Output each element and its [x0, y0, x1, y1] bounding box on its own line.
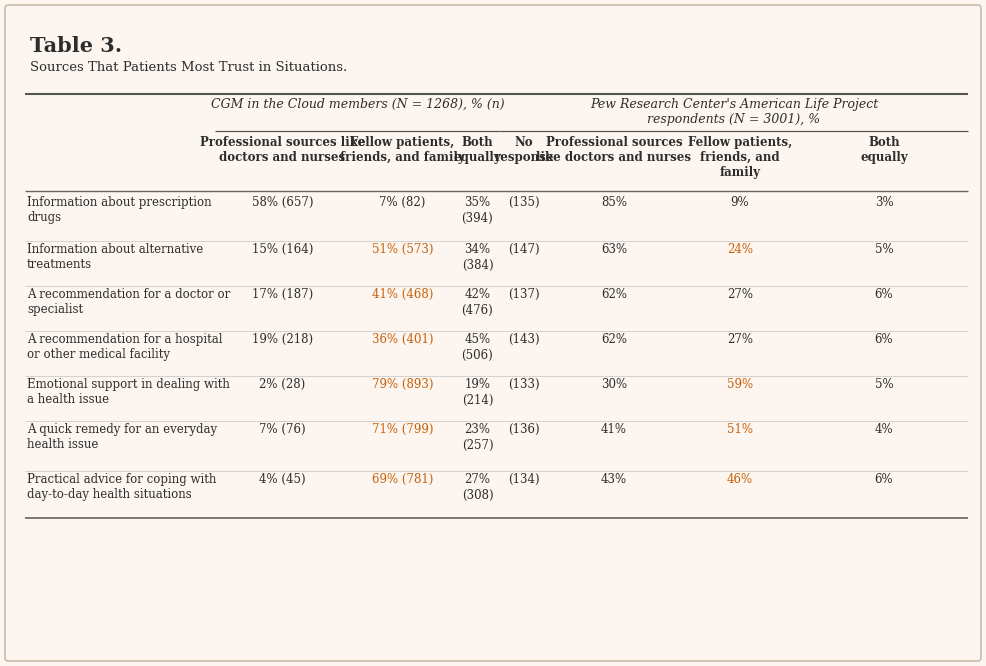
Text: (135): (135) [508, 196, 539, 209]
Text: Fellow patients,
friends, and family: Fellow patients, friends, and family [340, 136, 464, 164]
Text: 59%: 59% [727, 378, 753, 391]
Text: 4% (45): 4% (45) [259, 473, 306, 486]
Text: (143): (143) [508, 333, 539, 346]
Text: 23%: 23% [464, 423, 490, 436]
Text: 62%: 62% [601, 333, 627, 346]
Text: 79% (893): 79% (893) [372, 378, 433, 391]
Text: 41%: 41% [601, 423, 627, 436]
Text: Emotional support in dealing with
a health issue: Emotional support in dealing with a heal… [27, 378, 230, 406]
Text: 5%: 5% [875, 378, 893, 391]
Text: Both
equally: Both equally [454, 136, 501, 164]
Text: (214): (214) [461, 394, 493, 407]
Text: Sources That Patients Most Trust in Situations.: Sources That Patients Most Trust in Situ… [30, 61, 347, 74]
Text: 15% (164): 15% (164) [251, 243, 314, 256]
Text: (506): (506) [461, 349, 493, 362]
Text: (384): (384) [461, 259, 493, 272]
Text: 51% (573): 51% (573) [372, 243, 433, 256]
Text: A recommendation for a hospital
or other medical facility: A recommendation for a hospital or other… [27, 333, 223, 361]
Text: 46%: 46% [727, 473, 753, 486]
Text: No
response: No response [494, 136, 554, 164]
Text: 24%: 24% [727, 243, 753, 256]
Text: Pew Research Center's American Life Project
respondents (N = 3001), %: Pew Research Center's American Life Proj… [590, 98, 879, 126]
Text: 69% (781): 69% (781) [372, 473, 433, 486]
Text: A recommendation for a doctor or
specialist: A recommendation for a doctor or special… [27, 288, 231, 316]
Text: (476): (476) [461, 304, 493, 317]
Text: Both
equally: Both equally [860, 136, 908, 164]
Text: 27%: 27% [727, 288, 753, 301]
Text: (308): (308) [461, 489, 493, 502]
Text: 51%: 51% [727, 423, 753, 436]
Text: Information about alternative
treatments: Information about alternative treatments [27, 243, 203, 271]
Text: (147): (147) [508, 243, 539, 256]
Text: 9%: 9% [731, 196, 749, 209]
Text: 6%: 6% [875, 473, 893, 486]
Text: 4%: 4% [875, 423, 893, 436]
Text: Table 3.: Table 3. [30, 36, 122, 56]
Text: 36% (401): 36% (401) [372, 333, 433, 346]
Text: 27%: 27% [464, 473, 490, 486]
Text: 17% (187): 17% (187) [251, 288, 314, 301]
Text: Fellow patients,
friends, and
family: Fellow patients, friends, and family [688, 136, 792, 179]
Text: 58% (657): 58% (657) [251, 196, 314, 209]
Text: 30%: 30% [600, 378, 627, 391]
Text: 27%: 27% [727, 333, 753, 346]
Text: (133): (133) [508, 378, 539, 391]
Text: Practical advice for coping with
day-to-day health situations: Practical advice for coping with day-to-… [27, 473, 216, 501]
Text: 71% (799): 71% (799) [372, 423, 433, 436]
Text: 19% (218): 19% (218) [252, 333, 314, 346]
Text: (136): (136) [508, 423, 539, 436]
Text: Professional sources like
doctors and nurses: Professional sources like doctors and nu… [200, 136, 365, 164]
Text: 85%: 85% [601, 196, 627, 209]
Text: 7% (82): 7% (82) [380, 196, 426, 209]
Text: Professional sources
like doctors and nurses: Professional sources like doctors and nu… [536, 136, 691, 164]
Text: 63%: 63% [600, 243, 627, 256]
Text: 35%: 35% [464, 196, 491, 209]
Text: (134): (134) [508, 473, 539, 486]
Text: 45%: 45% [464, 333, 491, 346]
Text: 5%: 5% [875, 243, 893, 256]
Text: 6%: 6% [875, 333, 893, 346]
Text: 6%: 6% [875, 288, 893, 301]
Text: 42%: 42% [464, 288, 490, 301]
Text: A quick remedy for an everyday
health issue: A quick remedy for an everyday health is… [27, 423, 217, 451]
Text: 7% (76): 7% (76) [259, 423, 306, 436]
Text: CGM in the Cloud members (N = 1268), % (n): CGM in the Cloud members (N = 1268), % (… [211, 98, 504, 111]
Text: (257): (257) [461, 439, 493, 452]
Text: 2% (28): 2% (28) [259, 378, 306, 391]
Text: 43%: 43% [600, 473, 627, 486]
Text: (394): (394) [461, 212, 493, 225]
Text: 41% (468): 41% (468) [372, 288, 433, 301]
Text: 19%: 19% [464, 378, 490, 391]
Text: 34%: 34% [464, 243, 491, 256]
Text: Information about prescription
drugs: Information about prescription drugs [27, 196, 212, 224]
Text: 62%: 62% [601, 288, 627, 301]
Text: 3%: 3% [875, 196, 893, 209]
FancyBboxPatch shape [5, 5, 981, 661]
Text: (137): (137) [508, 288, 539, 301]
